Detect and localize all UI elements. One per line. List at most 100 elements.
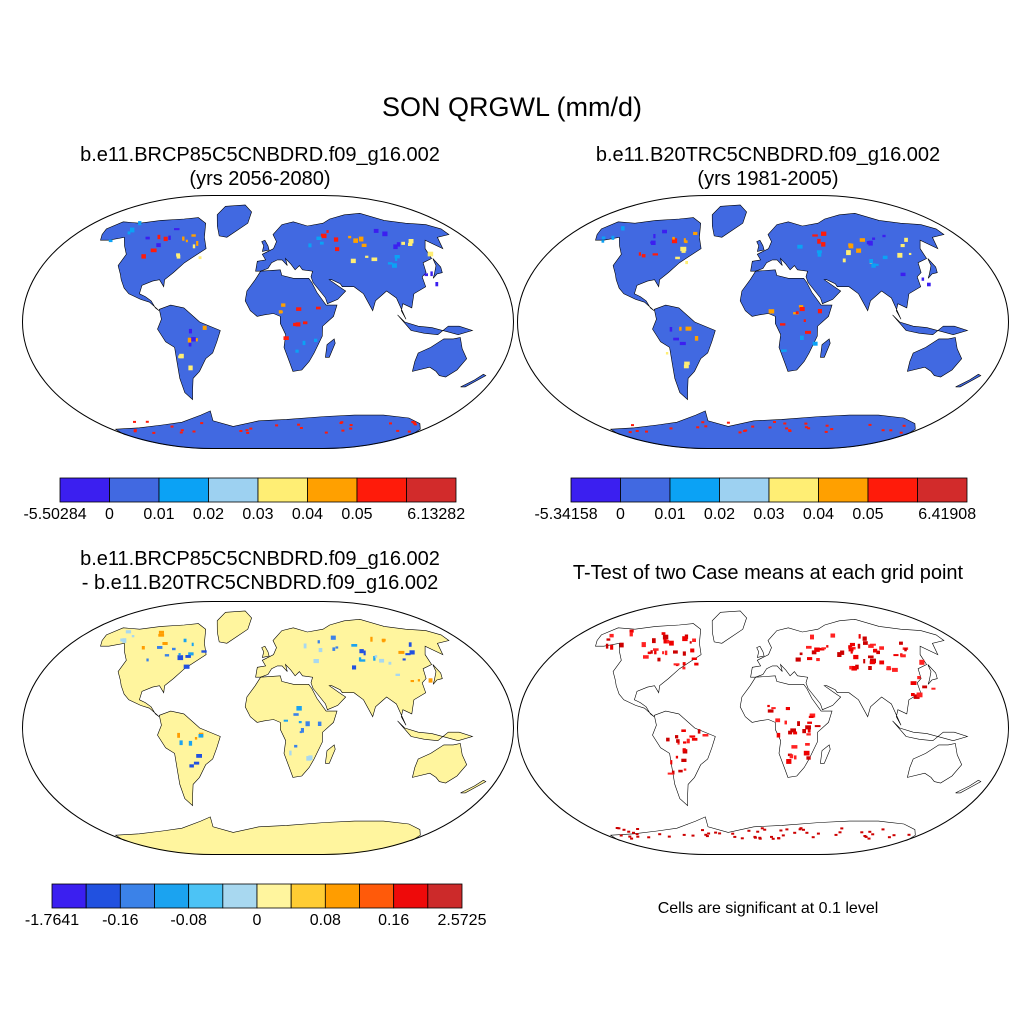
grid-cell-antarctic	[788, 430, 792, 432]
grid-cell	[904, 237, 908, 242]
grid-cell	[158, 633, 165, 637]
colorbar-tick-label: 0.16	[378, 912, 410, 929]
grid-cell	[187, 337, 192, 343]
colorbar-swatch	[51, 883, 87, 909]
grid-cell	[683, 364, 689, 369]
grid-cell	[771, 707, 776, 710]
grid-cell	[694, 336, 699, 341]
grid-cell	[427, 251, 434, 257]
grid-cell	[295, 349, 299, 353]
colorbar-swatch	[154, 883, 190, 909]
grid-cell	[899, 641, 903, 645]
grid-cell	[690, 648, 695, 653]
grid-cell	[352, 665, 357, 670]
grid-cell-antarctic	[868, 423, 872, 426]
grid-cell	[320, 233, 327, 239]
colorbar-swatch	[119, 883, 155, 909]
grid-cell	[916, 692, 923, 698]
grid-cell	[858, 634, 861, 639]
colorbar-tick-label: 0.04	[802, 506, 835, 523]
grid-cell	[837, 652, 842, 657]
colorbar-tick-label: 6.13282	[407, 506, 466, 523]
grid-cell	[666, 737, 670, 742]
grid-cell	[317, 721, 322, 726]
grid-cell	[392, 263, 397, 268]
colorbar-swatch	[109, 477, 160, 503]
grid-cell-antarctic	[691, 834, 695, 837]
grid-cell	[188, 365, 193, 371]
grid-cell	[679, 341, 686, 346]
grid-cell	[435, 282, 439, 287]
grid-cell-antarctic	[324, 431, 328, 434]
grid-cell	[388, 661, 392, 665]
grid-cell	[141, 646, 145, 650]
panel-title-ttest: T-Test of two Case means at each grid po…	[518, 561, 1018, 585]
grid-cell	[816, 658, 820, 662]
grid-cell	[316, 236, 322, 240]
grid-cell	[177, 732, 180, 738]
grid-cell	[671, 238, 678, 244]
grid-cell-antarctic	[297, 423, 301, 426]
grid-cell	[821, 231, 827, 236]
grid-cell-antarctic	[704, 833, 708, 836]
grid-cell-antarctic	[881, 429, 885, 432]
grid-cell	[803, 319, 806, 322]
grid-cell	[373, 228, 379, 233]
grid-cell	[869, 259, 873, 264]
grid-cell	[793, 731, 798, 735]
grid-cell	[409, 650, 415, 655]
grid-cell	[641, 642, 646, 648]
landmass-madagascar	[325, 338, 336, 358]
grid-cell-antarctic	[413, 423, 417, 426]
grid-cell	[405, 653, 411, 656]
grid-cell	[667, 772, 674, 775]
landmass-indonesia	[892, 314, 969, 336]
grid-cell	[196, 754, 202, 758]
grid-cell-antarctic	[899, 431, 903, 434]
colorbar-swatch	[768, 477, 819, 503]
grid-cell-antarctic	[731, 832, 735, 835]
panel-title-case-line1: b.e11.BRCP85C5CNBDRD.f09_g16.002	[80, 144, 440, 166]
panel-title-difference: b.e11.BRCP85C5CNBDRD.f09_g16.002 - b.e11…	[10, 547, 510, 595]
grid-cell	[396, 242, 401, 247]
colorbar-swatch	[406, 477, 457, 503]
grid-cell	[335, 247, 340, 252]
landmass-japan	[927, 258, 938, 279]
grid-cell	[641, 254, 646, 258]
grid-cell	[657, 657, 661, 662]
grid-cell-antarctic	[245, 429, 249, 432]
grid-cell	[803, 750, 810, 756]
grid-cell	[919, 659, 925, 665]
grid-cell	[609, 633, 614, 638]
grid-cell	[664, 650, 668, 656]
colorbar-tick-label: 0.05	[341, 506, 373, 523]
grid-cell	[358, 657, 362, 662]
grid-cell	[910, 681, 917, 685]
grid-cell	[788, 730, 793, 735]
colorbar-tick-label: 0.02	[703, 506, 736, 523]
grid-cell-antarctic	[838, 831, 842, 834]
grid-cell	[174, 228, 180, 231]
grid-cell	[279, 310, 283, 314]
grid-cell-antarctic	[805, 831, 809, 834]
grid-cell	[298, 721, 302, 724]
grid-cell	[176, 253, 180, 257]
colorbar-swatch	[867, 477, 918, 503]
landmass-antarctica	[609, 410, 916, 449]
grid-cell	[408, 239, 414, 244]
map-land-group	[595, 204, 982, 449]
colorbar-swatch	[917, 477, 968, 503]
grid-cell	[661, 632, 666, 635]
grid-cell	[673, 663, 680, 666]
grid-cell-antarctic	[200, 422, 204, 425]
grid-cell	[162, 642, 168, 645]
landmass-eurasia	[750, 618, 945, 726]
grid-cell	[428, 678, 433, 683]
grid-cell-antarctic	[863, 835, 867, 837]
grid-cell	[662, 229, 667, 234]
grid-cell	[686, 738, 690, 744]
grid-cell	[681, 758, 687, 762]
grid-cell	[850, 651, 853, 654]
grid-cell	[868, 666, 872, 670]
grid-cell-antarctic	[781, 834, 785, 837]
